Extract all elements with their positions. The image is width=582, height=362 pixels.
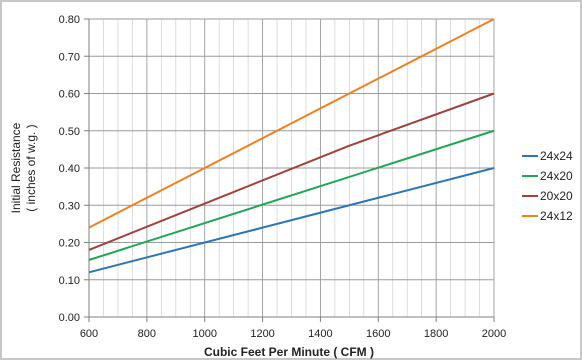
series-line-24x24: [88, 167, 495, 274]
y-tick-label: 0.30: [59, 200, 80, 212]
y-tick-label: 0.00: [59, 312, 80, 324]
x-tick-label: 2000: [482, 328, 506, 340]
y-tick-label: 0.10: [59, 275, 80, 287]
x-tick-label: 1600: [366, 328, 390, 340]
y-tick-label: 0.20: [59, 238, 80, 250]
x-tick-label: 1200: [250, 328, 274, 340]
y-axis-title-line2: ( inches of w.g. ): [24, 124, 38, 211]
series-line-20x20: [88, 92, 495, 251]
x-axis-title: Cubic Feet Per Minute ( CFM ): [204, 345, 374, 359]
x-tick-label: 800: [138, 328, 156, 340]
series-lines: [88, 18, 495, 274]
x-tick-label: 1800: [424, 328, 448, 340]
y-tick-label: 0.80: [59, 14, 80, 26]
legend-label-20x20: 20x20: [540, 189, 573, 203]
x-tick-label: 1400: [308, 328, 332, 340]
grid: [88, 18, 495, 318]
legend-label-24x24: 24x24: [540, 149, 573, 163]
series-line-24x12: [88, 18, 495, 229]
legend: 24x24 24x20 20x20 24x12: [522, 149, 573, 223]
x-tick-label: 600: [80, 328, 98, 340]
y-tick-label: 0.50: [59, 126, 80, 138]
y-tick-label: 0.60: [59, 89, 80, 101]
y-axis-title-line1: Initial Resistance: [9, 122, 23, 213]
x-tick-label: 1000: [192, 328, 216, 340]
axes: 0.00 0.10 0.20 0.30 0.40 0.50 0.60 0.70 0.80 600 8…: [59, 14, 507, 340]
legend-label-24x20: 24x20: [540, 169, 573, 183]
y-tick-label: 0.70: [59, 51, 80, 63]
series-line-24x20: [88, 129, 495, 261]
y-tick-label: 0.40: [59, 163, 80, 175]
legend-label-24x12: 24x12: [540, 209, 573, 223]
